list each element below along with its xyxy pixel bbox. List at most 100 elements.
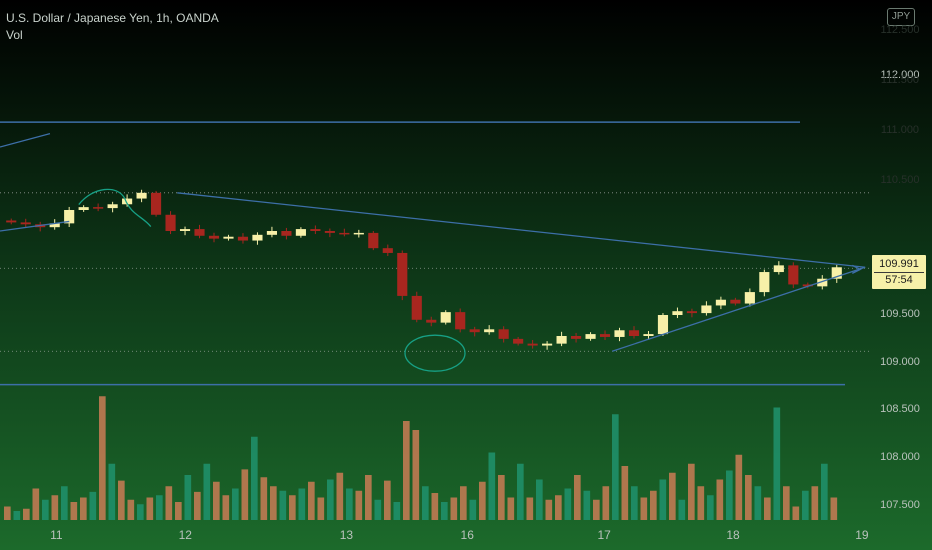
candle-body bbox=[310, 229, 321, 231]
volume-bar bbox=[70, 502, 78, 520]
volume-bar bbox=[4, 506, 11, 520]
volume-bar bbox=[688, 463, 695, 520]
volume-bar bbox=[526, 497, 534, 520]
symbol-title: U.S. Dollar / Japanese Yen, 1h, OANDA bbox=[6, 11, 219, 25]
volume-label: Vol bbox=[6, 28, 23, 42]
volume-bar bbox=[355, 490, 363, 520]
candle-body bbox=[324, 231, 335, 233]
volume-bar bbox=[61, 486, 68, 520]
candle-body bbox=[817, 278, 828, 287]
volume-bar bbox=[298, 488, 306, 520]
volume-bar bbox=[317, 497, 325, 520]
candle-body bbox=[78, 207, 89, 210]
volume-bar bbox=[488, 452, 496, 520]
candle-body bbox=[382, 248, 393, 253]
volume-bar bbox=[137, 504, 144, 520]
candle-body bbox=[281, 231, 292, 236]
volume-bar bbox=[403, 421, 410, 520]
volume-bar bbox=[716, 479, 724, 520]
volume-bar bbox=[697, 486, 705, 520]
volume-bar bbox=[203, 463, 211, 520]
volume-bar bbox=[165, 486, 173, 520]
candle-body bbox=[715, 299, 726, 306]
volume-bar bbox=[241, 469, 249, 520]
candle-body bbox=[339, 232, 350, 235]
candle-body bbox=[802, 284, 813, 287]
volume-bar bbox=[80, 497, 87, 520]
candle-body bbox=[614, 330, 625, 337]
hand-drawn-circle bbox=[404, 334, 466, 372]
time-tick: 17 bbox=[597, 528, 611, 542]
volume-bar bbox=[194, 491, 201, 520]
candle-body bbox=[165, 214, 176, 231]
candle-body bbox=[527, 343, 538, 346]
volume-bar bbox=[574, 475, 581, 520]
candle-body bbox=[426, 319, 437, 323]
candle-body bbox=[208, 235, 220, 239]
volume-bar bbox=[517, 463, 524, 520]
candle-body bbox=[542, 343, 553, 346]
candle-body bbox=[266, 231, 277, 235]
volume-bar bbox=[156, 495, 163, 520]
candle-body bbox=[107, 204, 118, 209]
volume-bar bbox=[270, 486, 277, 520]
volume-bar bbox=[792, 506, 800, 520]
volume-bar bbox=[612, 414, 619, 520]
volume-bar bbox=[279, 490, 287, 520]
volume-bar bbox=[754, 486, 762, 520]
arrow-marker bbox=[851, 264, 862, 274]
volume-bar bbox=[773, 407, 781, 520]
candle-body bbox=[498, 329, 509, 339]
candle-body bbox=[686, 311, 697, 314]
price-tick-hidden: 112.500 bbox=[880, 24, 920, 36]
volume-bar bbox=[127, 499, 135, 520]
time-tick: 11 bbox=[50, 528, 63, 542]
candle-body bbox=[513, 338, 524, 344]
candle-body bbox=[368, 232, 379, 249]
volume-bar bbox=[89, 491, 97, 520]
candle-body bbox=[49, 223, 60, 228]
volume-bar bbox=[108, 463, 116, 520]
candle-body bbox=[223, 236, 234, 239]
volume-bar bbox=[99, 396, 106, 520]
candle-body bbox=[64, 210, 75, 224]
candle-body bbox=[571, 336, 582, 339]
candle-body bbox=[643, 334, 654, 336]
price-tick: 108.000 bbox=[880, 451, 920, 464]
volume-bar bbox=[536, 479, 543, 520]
volume-bar bbox=[431, 493, 439, 520]
candle-body bbox=[628, 330, 640, 336]
volume-bar bbox=[184, 475, 192, 520]
volume-bar bbox=[593, 499, 600, 520]
volume-bar bbox=[232, 488, 239, 520]
bar-countdown: 57:54 bbox=[885, 274, 913, 286]
volume-bar bbox=[802, 490, 809, 520]
volume-bar bbox=[726, 470, 733, 520]
volume-bar bbox=[441, 502, 448, 520]
candle-body bbox=[484, 329, 495, 333]
trendline bbox=[0, 220, 70, 232]
volume-bar bbox=[384, 480, 391, 520]
candle-body bbox=[831, 267, 842, 279]
volume-bar bbox=[251, 436, 258, 520]
volume-bar bbox=[821, 463, 828, 520]
candle-body bbox=[440, 312, 451, 323]
volume-bar bbox=[308, 481, 315, 520]
volume-bar bbox=[51, 495, 59, 520]
volume-bar bbox=[564, 488, 572, 520]
candle-body bbox=[237, 236, 249, 241]
candle-body bbox=[6, 220, 17, 223]
candle-body bbox=[599, 334, 611, 337]
price-tick: 108.500 bbox=[880, 403, 920, 416]
volume-bar bbox=[745, 475, 752, 520]
volume-bar bbox=[811, 486, 819, 520]
volume-bar bbox=[42, 499, 49, 520]
volume-bar bbox=[422, 486, 429, 520]
volume-bar bbox=[555, 495, 562, 520]
candle-body bbox=[701, 305, 712, 314]
currency-badge[interactable]: JPY bbox=[887, 8, 915, 26]
volume-bar bbox=[659, 479, 667, 520]
volume-bar bbox=[32, 488, 40, 520]
